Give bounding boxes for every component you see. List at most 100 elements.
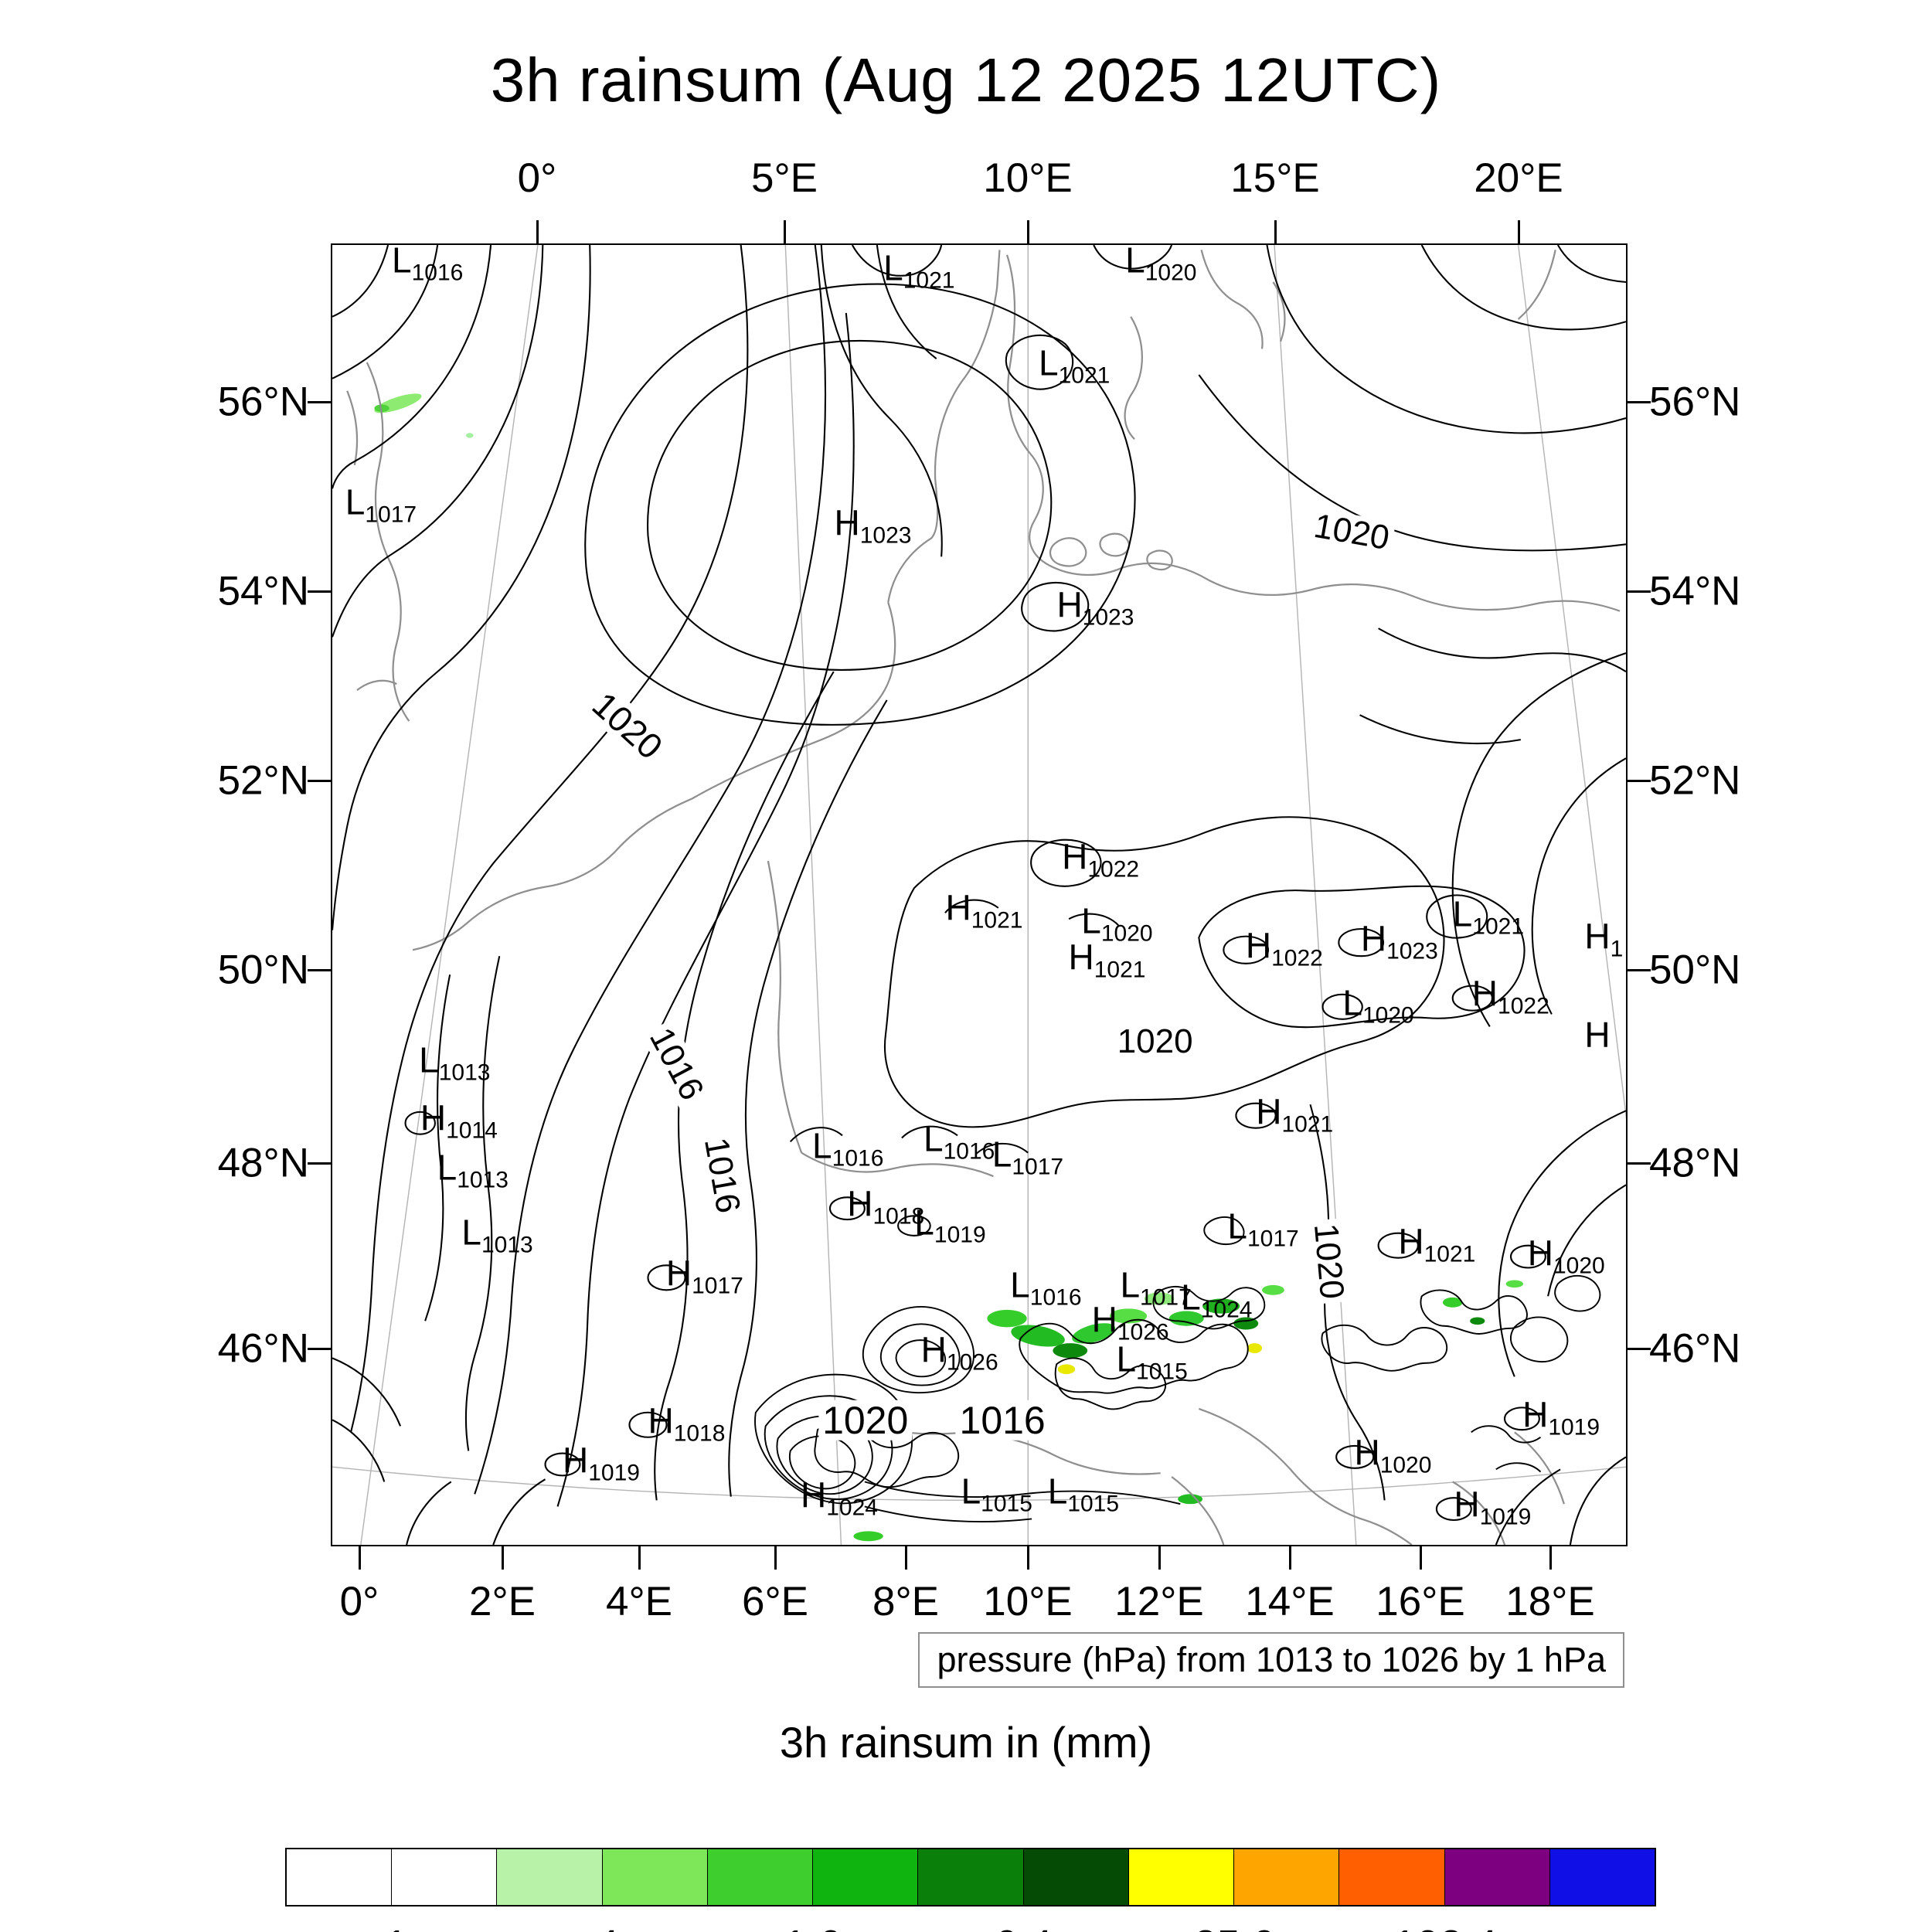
pressure-marker-letter: L	[1047, 1471, 1068, 1512]
pressure-marker-value: 1017	[1012, 1154, 1064, 1180]
pressure-marker-value: 1020	[1379, 1452, 1432, 1478]
pressure-marker-value: 1018	[872, 1203, 925, 1230]
pressure-marker-letter: L	[1116, 1338, 1137, 1379]
pressure-marker-value: 1022	[1271, 945, 1323, 971]
map-frame: L1016 L1021 L1020 L1021 L1017 H1023 H1023 H1022…	[331, 243, 1628, 1546]
map-canvas	[332, 245, 1626, 1545]
pressure-marker: L1020	[1342, 985, 1413, 1027]
axis-label-bottom: 12°E	[1114, 1579, 1204, 1624]
axis-label-top: 10°E	[983, 155, 1073, 201]
pressure-marker: L1021	[1039, 345, 1110, 387]
colorbar-tick-label: 1.6	[784, 1921, 842, 1932]
axis-tick-left	[308, 1348, 331, 1350]
pressure-marker: L1020	[1125, 245, 1196, 285]
pressure-marker-value: 1026	[946, 1349, 998, 1376]
axis-label-left: 50°N	[217, 947, 309, 993]
pressure-marker-letter: H	[1068, 937, 1094, 978]
axis-label-left: 46°N	[217, 1325, 309, 1372]
colorbar-segment	[813, 1849, 919, 1905]
axis-tick-bottom	[1420, 1546, 1422, 1570]
colorbar-segment	[1549, 1849, 1655, 1905]
axis-tick-right	[1628, 590, 1651, 593]
pressure-marker: L1017	[1120, 1267, 1191, 1309]
map-inner: L1016 L1021 L1020 L1021 L1017 H1023 H1023 H1022…	[332, 245, 1626, 1545]
pressure-marker: L1015	[1048, 1473, 1119, 1515]
pressure-marker-letter: H	[420, 1097, 447, 1138]
pressure-marker-value: 1023	[1386, 938, 1438, 964]
pressure-marker: H1019	[563, 1442, 640, 1485]
coastlines	[346, 250, 1621, 1545]
pressure-marker-value: 1019	[1548, 1414, 1600, 1440]
pressure-marker: H1017	[666, 1255, 743, 1298]
contour-value-label: 1016	[955, 1400, 1049, 1440]
pressure-marker-letter: H	[648, 1400, 674, 1441]
colorbar-segment	[707, 1849, 814, 1905]
pressure-marker-value: 1017	[692, 1272, 743, 1298]
axis-label-top: 0°	[517, 155, 557, 201]
pressure-marker: H1014	[420, 1100, 498, 1143]
contour-value-label: 1020	[1113, 1023, 1197, 1060]
pressure-marker-letter: L	[992, 1134, 1012, 1175]
axis-tick-left	[308, 1162, 331, 1165]
pressure-marker: H1024	[801, 1478, 878, 1520]
axis-tick-right	[1628, 401, 1651, 403]
pressure-marker-value: 1024	[826, 1495, 878, 1521]
axis-tick-left	[308, 401, 331, 403]
pressure-marker-value: 1023	[1082, 604, 1134, 631]
pressure-marker: H1023	[835, 505, 912, 547]
pressure-marker: L1015	[961, 1473, 1032, 1515]
pressure-marker-letter: H	[1354, 1432, 1380, 1473]
axis-tick-left	[308, 780, 331, 782]
pressure-marker-letter: H	[1245, 925, 1272, 966]
colorbar-segment	[392, 1849, 498, 1905]
pressure-marker-letter: H	[1056, 584, 1083, 625]
colorbar-segment	[287, 1849, 393, 1905]
axis-label-bottom: 0°	[339, 1579, 379, 1624]
pressure-marker: L1013	[437, 1150, 509, 1192]
colorbar-tick-label: 102.4	[1393, 1921, 1497, 1932]
pressure-marker-letter: L	[883, 247, 903, 288]
pressure-marker: H	[1584, 1017, 1610, 1053]
pressure-marker: H1018	[847, 1186, 924, 1229]
pressure-marker-value: 1022	[1087, 856, 1140, 883]
pressure-marker: H1022	[1472, 975, 1549, 1018]
axis-tick-right	[1628, 1348, 1651, 1350]
pressure-marker-value: 1020	[1553, 1253, 1605, 1279]
axis-tick-bottom	[774, 1546, 777, 1570]
pressure-marker-value: 1021	[1423, 1241, 1476, 1267]
pressure-marker-value: 1	[1610, 936, 1624, 962]
pressure-marker: L1024	[1181, 1280, 1252, 1322]
colorbar-tick-label: .4	[584, 1921, 619, 1932]
pressure-marker-value: 1019	[588, 1460, 640, 1486]
contour-value-label: 1020	[818, 1400, 913, 1440]
pressure-marker-letter: H	[920, 1329, 947, 1370]
axis-label-right: 56°N	[1649, 379, 1741, 425]
pressure-note: pressure (hPa) from 1013 to 1026 by 1 hP…	[918, 1632, 1624, 1688]
axis-tick-bottom	[359, 1546, 361, 1570]
axis-label-bottom: 14°E	[1245, 1579, 1335, 1624]
pressure-marker-value: 1013	[457, 1167, 509, 1193]
pressure-marker-letter: H	[1527, 1233, 1553, 1274]
axis-tick-left	[308, 969, 331, 971]
pressure-marker-letter: H	[847, 1183, 873, 1224]
pressure-marker: H1	[1584, 918, 1623, 961]
axis-label-bottom: 10°E	[983, 1579, 1073, 1624]
axis-label-bottom: 2°E	[468, 1579, 536, 1624]
pressure-marker: L1013	[419, 1042, 490, 1084]
axis-label-left: 54°N	[217, 568, 309, 614]
pressure-marker-value: 1020	[1100, 920, 1153, 947]
axis-label-top: 15°E	[1230, 155, 1320, 201]
pressure-marker-value: 1019	[934, 1222, 986, 1248]
axis-tick-bottom	[638, 1546, 641, 1570]
pressure-marker-value: 1013	[481, 1232, 533, 1258]
colorbar-tick-label: 25.6	[1194, 1921, 1275, 1932]
axis-tick-bottom	[1027, 1546, 1029, 1570]
pressure-marker: L1015	[1116, 1341, 1187, 1383]
colorbar-segment	[1128, 1849, 1235, 1905]
pressure-marker: L1013	[461, 1215, 532, 1257]
pressure-marker: L1016	[1010, 1267, 1081, 1309]
pressure-marker: H1026	[1092, 1301, 1169, 1344]
axis-label-right: 52°N	[1649, 757, 1741, 804]
axis-tick-top	[1027, 220, 1029, 243]
